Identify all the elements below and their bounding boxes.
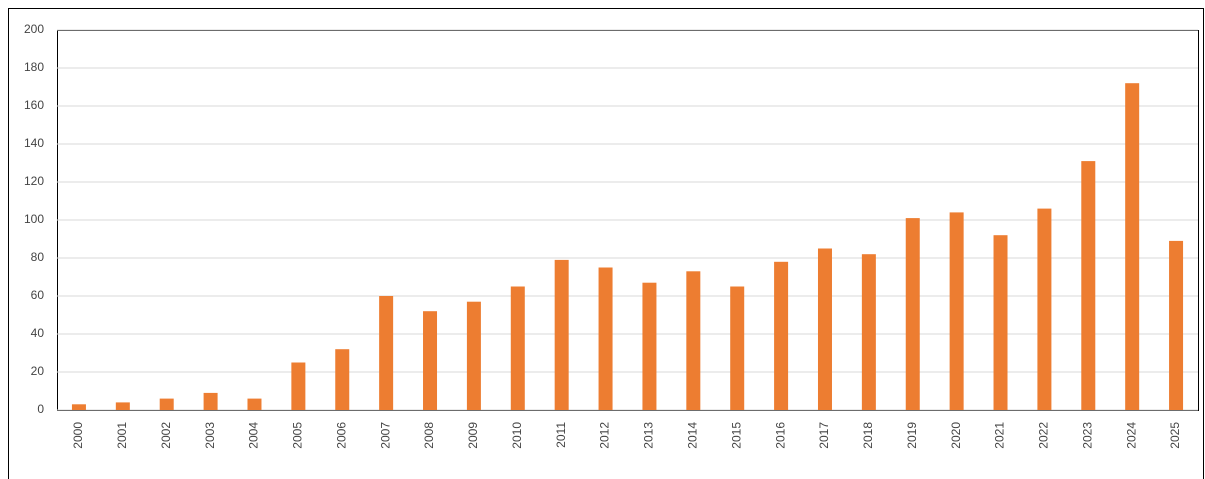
x-tick-label: 2005 (291, 422, 305, 449)
x-tick-label: 2013 (642, 422, 656, 449)
y-tick-label: 180 (24, 60, 44, 74)
bar (1169, 241, 1183, 410)
x-tick-label: 2004 (247, 422, 261, 449)
bar (906, 218, 920, 410)
x-tick-label: 2010 (510, 422, 524, 449)
bar (818, 249, 832, 411)
x-tick-label: 2025 (1168, 422, 1182, 449)
x-tick-label: 2011 (554, 422, 568, 448)
y-tick-label: 160 (24, 98, 44, 112)
x-tick-label: 2006 (334, 422, 348, 449)
bar (204, 393, 218, 410)
y-tick-label: 200 (24, 22, 44, 36)
bar (291, 363, 305, 411)
x-tick-label: 2020 (949, 422, 963, 449)
x-tick-label: 2007 (378, 422, 392, 449)
bar (555, 260, 569, 410)
bar (467, 302, 481, 410)
bar (862, 254, 876, 410)
x-tick-label: 2012 (598, 422, 612, 449)
x-tick-label: 2014 (685, 422, 699, 449)
x-tick-label: 2002 (159, 422, 173, 449)
bar (686, 271, 700, 410)
bar (116, 402, 130, 410)
x-tick-label: 2015 (729, 422, 743, 449)
chart: 0 20 40 60 80 100 120 140 160 180 200 2000 2001 2002 2… (0, 0, 1205, 479)
x-tick-label: 2017 (817, 422, 831, 449)
x-tick-label: 2001 (115, 422, 129, 449)
x-tick-label: 2023 (1080, 422, 1094, 449)
y-tick-label: 80 (31, 250, 45, 264)
bar (994, 235, 1008, 410)
bar (423, 311, 437, 410)
y-tick-label: 0 (37, 402, 44, 416)
x-tick-label: 2021 (993, 422, 1007, 449)
x-tick-label: 2019 (905, 422, 919, 449)
y-tick-label: 60 (31, 288, 45, 302)
bar (379, 296, 393, 410)
bar (1037, 209, 1051, 410)
y-tick-label: 40 (31, 326, 45, 340)
bar (730, 287, 744, 411)
bar (642, 283, 656, 410)
bar (511, 287, 525, 411)
bar (335, 349, 349, 410)
bar (247, 399, 261, 410)
bar (160, 399, 174, 410)
y-tick-label: 20 (31, 364, 45, 378)
y-tick-label: 100 (24, 212, 44, 226)
x-tick-label: 2009 (466, 422, 480, 449)
x-tick-label: 2022 (1037, 422, 1051, 449)
x-tick-label: 2024 (1124, 422, 1138, 449)
x-tick-label: 2016 (773, 422, 787, 449)
x-tick-label: 2008 (422, 422, 436, 449)
bar (72, 404, 86, 410)
bar (1081, 161, 1095, 410)
x-tick-label: 2000 (71, 422, 85, 449)
bar (1125, 83, 1139, 410)
bar (950, 212, 964, 410)
y-tick-label: 120 (24, 174, 44, 188)
x-tick-label: 2018 (861, 422, 875, 449)
x-tick-label: 2003 (203, 422, 217, 449)
bar (599, 268, 613, 411)
y-tick-label: 140 (24, 136, 44, 150)
bar (774, 262, 788, 410)
